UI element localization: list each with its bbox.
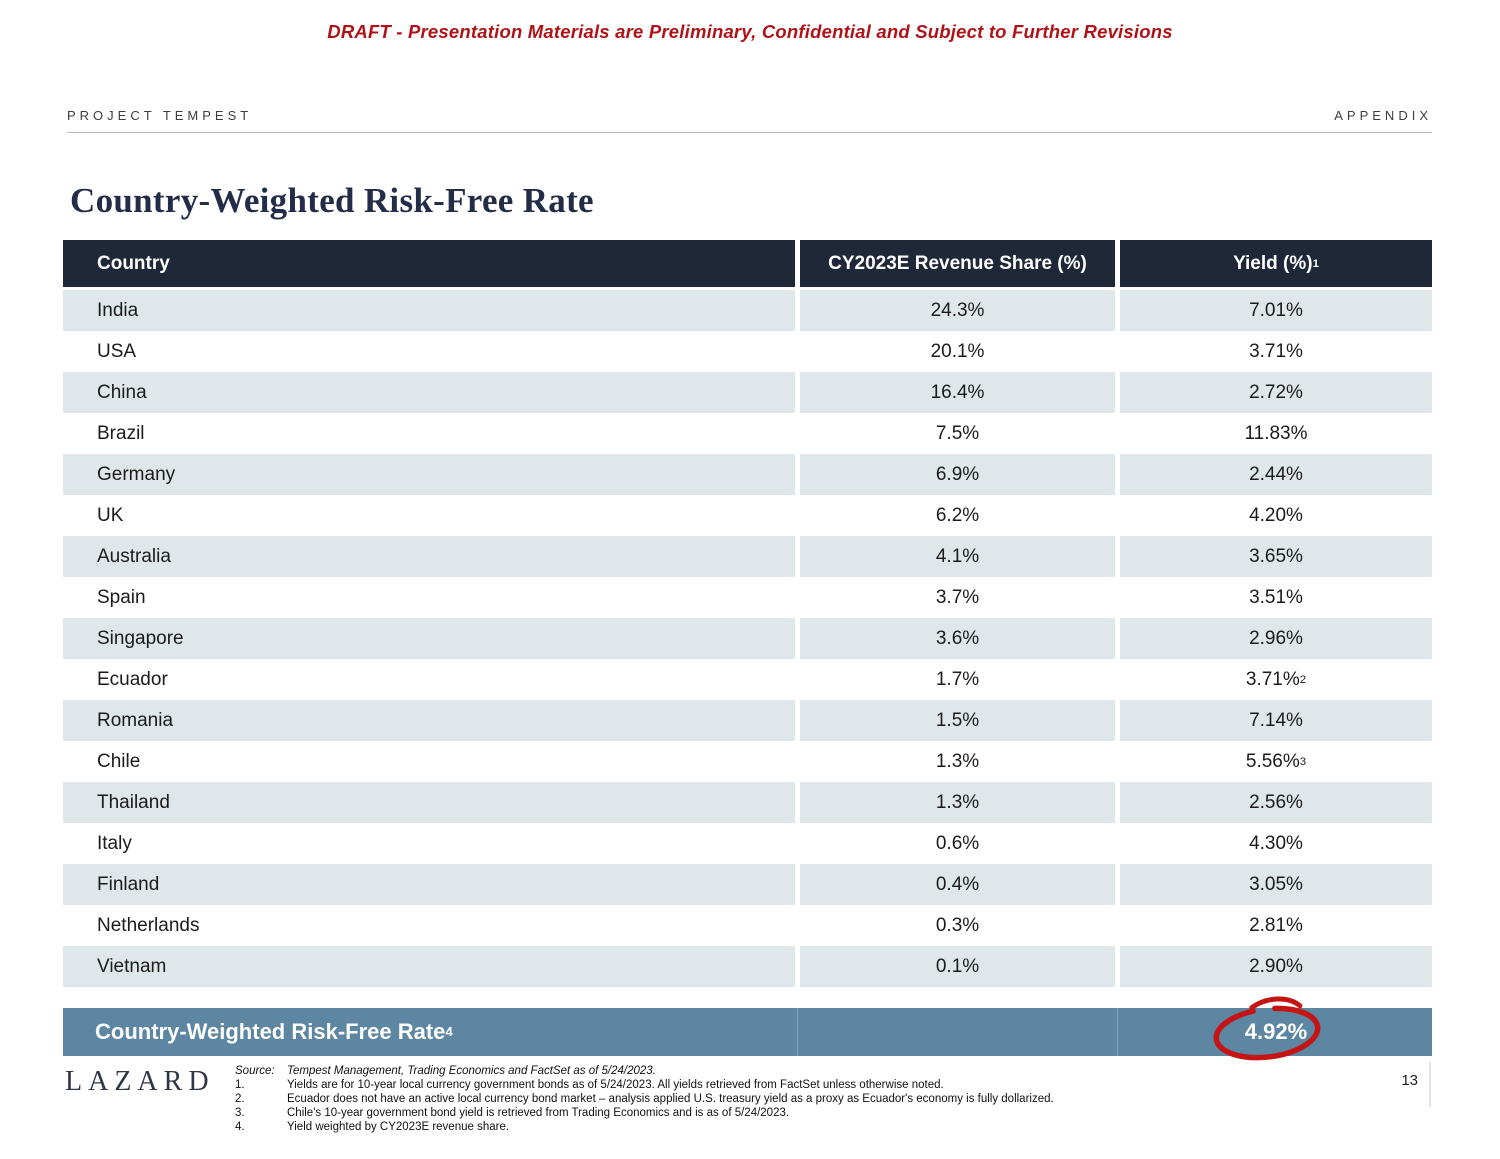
footnote-list: 1. Yields are for 10-year local currency… <box>235 1078 1054 1134</box>
country-cell: Italy <box>63 823 795 864</box>
country-cell: India <box>63 290 795 331</box>
footnote-line: 4. Yield weighted by CY2023E revenue sha… <box>235 1121 510 1133</box>
revenue-share-cell: 1.3% <box>800 741 1115 782</box>
yield-cell: 3.71% <box>1120 331 1432 372</box>
revenue-share-cell: 20.1% <box>800 331 1115 372</box>
country-cell: Germany <box>63 454 795 495</box>
country-cell: Spain <box>63 577 795 618</box>
project-label: PROJECT TEMPEST <box>67 108 253 123</box>
footnote-line: 1. Yields are for 10-year local currency… <box>235 1079 944 1091</box>
table-row: Netherlands 0.3% 2.81% <box>63 905 1432 946</box>
table-row: Singapore 3.6% 2.96% <box>63 618 1432 659</box>
country-cell: Australia <box>63 536 795 577</box>
yield-cell: 11.83% <box>1120 413 1432 454</box>
table-row: Australia 4.1% 3.65% <box>63 536 1432 577</box>
revenue-share-cell: 6.9% <box>800 454 1115 495</box>
appendix-label: APPENDIX <box>1334 108 1432 123</box>
page-number: 13 <box>1401 1072 1418 1089</box>
table-row: Chile 1.3% 5.56% 3 <box>63 741 1432 782</box>
country-cell: Brazil <box>63 413 795 454</box>
table-row: Italy 0.6% 4.30% <box>63 823 1432 864</box>
revenue-share-cell: 4.1% <box>800 536 1115 577</box>
header-rule <box>67 132 1432 133</box>
revenue-share-cell: 1.7% <box>800 659 1115 700</box>
table-row: Vietnam 0.1% 2.90% <box>63 946 1432 987</box>
revenue-share-cell: 24.3% <box>800 290 1115 331</box>
country-cell: Chile <box>63 741 795 782</box>
revenue-share-cell: 16.4% <box>800 372 1115 413</box>
source-label: Source: <box>235 1065 275 1077</box>
table-row: Ecuador 1.7% 3.71% 2 <box>63 659 1432 700</box>
revenue-share-cell: 0.3% <box>800 905 1115 946</box>
table-header-row: Country CY2023E Revenue Share (%) Yield … <box>63 240 1432 287</box>
country-cell: China <box>63 372 795 413</box>
yield-cell: 2.44% <box>1120 454 1432 495</box>
table-row: China 16.4% 2.72% <box>63 372 1432 413</box>
draft-notice: DRAFT - Presentation Materials are Preli… <box>327 21 1173 42</box>
table-row: Romania 1.5% 7.14% <box>63 700 1432 741</box>
country-cell: Singapore <box>63 618 795 659</box>
summary-value: 4.92% <box>1244 1019 1308 1044</box>
yield-cell: 3.05% <box>1120 864 1432 905</box>
lazard-logo: LAZARD <box>65 1066 215 1097</box>
revenue-share-cell: 1.5% <box>800 700 1115 741</box>
country-yield-table: Country CY2023E Revenue Share (%) Yield … <box>63 240 1432 987</box>
table-row: Finland 0.4% 3.05% <box>63 864 1432 905</box>
yield-cell: 2.81% <box>1120 905 1432 946</box>
table-row: USA 20.1% 3.71% <box>63 331 1432 372</box>
meta-header: PROJECT TEMPEST APPENDIX <box>67 108 1432 123</box>
country-cell: USA <box>63 331 795 372</box>
yield-cell: 2.90% <box>1120 946 1432 987</box>
country-cell: Finland <box>63 864 795 905</box>
red-circle-annotation <box>1213 996 1321 1061</box>
yield-cell: 3.71% 2 <box>1120 659 1432 700</box>
table-row: Brazil 7.5% 11.83% <box>63 413 1432 454</box>
yield-cell: 7.01% <box>1120 290 1432 331</box>
source-line: Source: Tempest Management, Trading Econ… <box>235 1064 1054 1078</box>
country-cell: Ecuador <box>63 659 795 700</box>
revenue-share-cell: 0.1% <box>800 946 1115 987</box>
country-cell: Vietnam <box>63 946 795 987</box>
yield-cell: 7.14% <box>1120 700 1432 741</box>
summary-bar: Country-Weighted Risk-Free Rate 4 4.92% <box>63 1008 1432 1056</box>
yield-cell: 4.30% <box>1120 823 1432 864</box>
column-header-revenue-share: CY2023E Revenue Share (%) <box>800 240 1115 287</box>
country-cell: UK <box>63 495 795 536</box>
revenue-share-cell: 3.6% <box>800 618 1115 659</box>
column-header-country: Country <box>63 240 795 287</box>
yield-cell: 3.51% <box>1120 577 1432 618</box>
revenue-share-cell: 7.5% <box>800 413 1115 454</box>
source-text: Tempest Management, Trading Economics an… <box>287 1065 656 1077</box>
table-row: India 24.3% 7.01% <box>63 290 1432 331</box>
country-cell: Netherlands <box>63 905 795 946</box>
bar-separator <box>1117 1008 1118 1056</box>
yield-cell: 2.96% <box>1120 618 1432 659</box>
country-cell: Romania <box>63 700 795 741</box>
revenue-share-cell: 0.6% <box>800 823 1115 864</box>
page-number-divider <box>1429 1062 1431 1107</box>
footnote-line: 2. Ecuador does not have an active local… <box>235 1093 1054 1105</box>
table-row: UK 6.2% 4.20% <box>63 495 1432 536</box>
revenue-share-cell: 1.3% <box>800 782 1115 823</box>
revenue-share-cell: 3.7% <box>800 577 1115 618</box>
yield-cell: 3.65% <box>1120 536 1432 577</box>
yield-cell: 4.20% <box>1120 495 1432 536</box>
table-row: Thailand 1.3% 2.56% <box>63 782 1432 823</box>
summary-label: Country-Weighted Risk-Free Rate 4 <box>95 1019 453 1044</box>
column-header-yield: Yield (%) 1 <box>1120 240 1432 287</box>
table-body: India 24.3% 7.01% USA 20.1% 3.71% China … <box>63 290 1432 987</box>
footnotes: Source: Tempest Management, Trading Econ… <box>235 1064 1054 1134</box>
page-title: Country-Weighted Risk-Free Rate <box>70 181 594 220</box>
country-cell: Thailand <box>63 782 795 823</box>
revenue-share-cell: 0.4% <box>800 864 1115 905</box>
footnote-line: 3. Chile's 10-year government bond yield… <box>235 1107 790 1119</box>
yield-cell: 2.72% <box>1120 372 1432 413</box>
yield-cell: 2.56% <box>1120 782 1432 823</box>
table-row: Spain 3.7% 3.51% <box>63 577 1432 618</box>
yield-cell: 5.56% 3 <box>1120 741 1432 782</box>
table-row: Germany 6.9% 2.44% <box>63 454 1432 495</box>
bar-separator <box>797 1008 798 1056</box>
revenue-share-cell: 6.2% <box>800 495 1115 536</box>
